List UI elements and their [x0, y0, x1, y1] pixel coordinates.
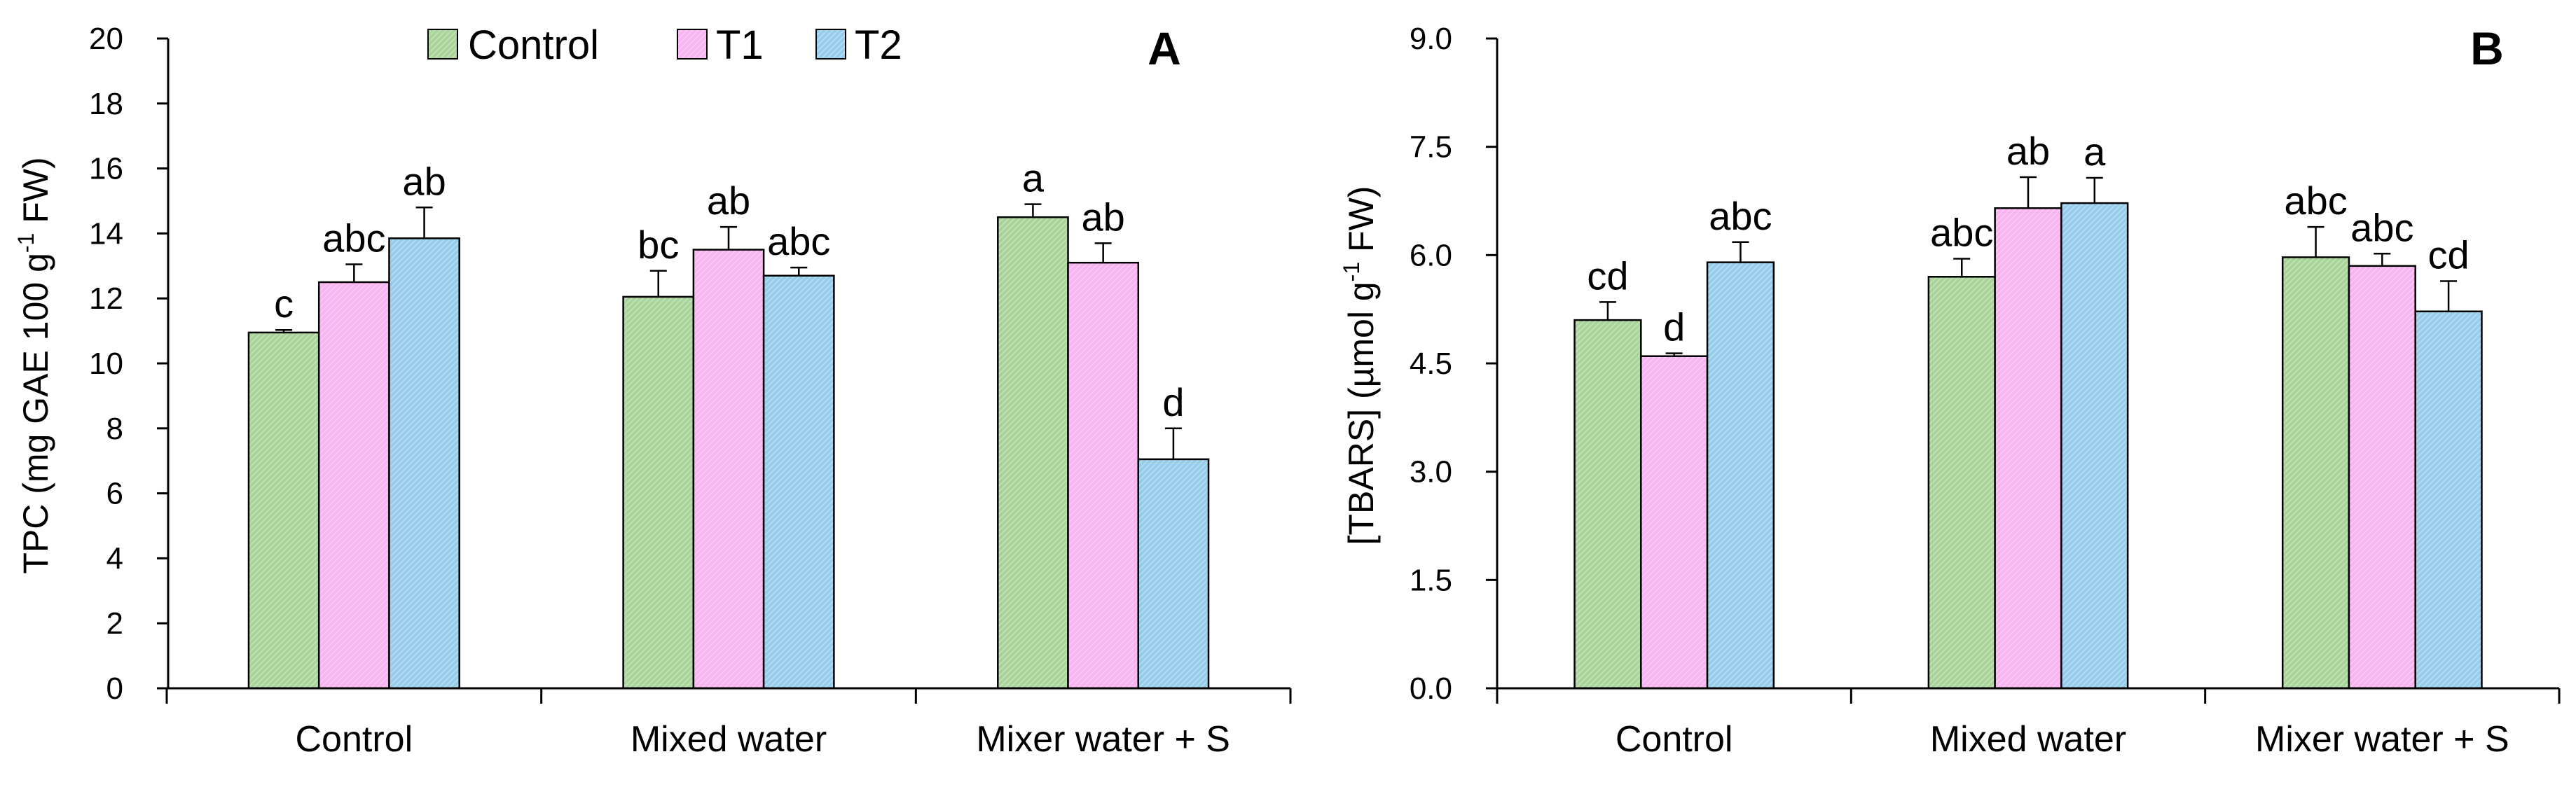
panel-b-bar: [2060, 202, 2129, 690]
panel-b-bar: [1573, 319, 1642, 690]
legend-swatch-control: [427, 29, 458, 60]
panel-b-bar: [2281, 256, 2350, 690]
panel-b-bar: [1994, 207, 2062, 690]
panel-a-significance-label: ab: [402, 159, 446, 203]
panel-b-y-tick-label: 6.0: [1410, 238, 1452, 272]
panel-b-ylabel: [TBARS] (µmol g-1 FW): [1339, 186, 1381, 545]
panel-b-significance-label: abc: [1709, 194, 1772, 238]
panel-a-y-tick-label: 4: [106, 541, 123, 576]
panel-a-ylabel: TPC (mg GAE 100 g-1 FW): [13, 157, 55, 573]
panel-b-category-label: Mixed water: [1930, 719, 2126, 760]
panel-b-significance-label: cd: [2428, 232, 2470, 277]
panel-a-ylabel-sup: -1: [13, 233, 39, 253]
panel-b-ylabel-sup: -1: [1339, 262, 1364, 281]
panel-a-category-label: Mixed water: [631, 719, 827, 760]
panel-a-bar: [762, 274, 835, 690]
panel-b-bar: [2414, 310, 2483, 690]
panel-a-significance-label: ab: [1082, 195, 1125, 239]
panel-a-bar: [388, 237, 460, 690]
panel-b-labels: 0.01.53.04.56.07.59.0ControlcddabcMixed …: [1410, 22, 2509, 760]
panel-a-significance-label: a: [1022, 156, 1045, 200]
panel-a-y-tick-label: 12: [89, 281, 123, 316]
panel-a-y-tick-label: 20: [89, 22, 123, 56]
panel-a-y-tick-label: 6: [106, 477, 123, 511]
panel-b-significance-label: a: [2083, 130, 2106, 174]
panel-b-bars: [1573, 176, 2483, 690]
panel-b-bar: [1927, 276, 1996, 690]
legend-label-t1: T1: [716, 22, 764, 68]
panel-a-bar: [1067, 261, 1140, 690]
legend-label-control: Control: [468, 22, 599, 68]
panel-b-y-tick-label: 4.5: [1410, 347, 1452, 381]
panel-b-axes: [1486, 37, 2561, 704]
panel-b: 0.01.53.04.56.07.59.0ControlcddabcMixed …: [1339, 22, 2561, 760]
panel-b-bar: [2348, 265, 2416, 690]
panel-b-significance-label: abc: [2350, 205, 2413, 249]
panel-b-ylabel-tail: FW): [1342, 186, 1381, 262]
panel-b-significance-label: cd: [1587, 253, 1628, 298]
panel-b-y-tick-label: 9.0: [1410, 22, 1452, 56]
panel-a-significance-label: abc: [767, 219, 830, 263]
panel-b-significance-label: d: [1663, 305, 1685, 349]
panel-b-y-tick-label: 3.0: [1410, 455, 1452, 489]
panel-a-significance-label: d: [1162, 380, 1184, 424]
panel-a-bar: [692, 249, 765, 690]
panel-a-y-tick-label: 10: [89, 347, 123, 381]
panel-b-letter: B: [2470, 22, 2504, 74]
panel-a-axes: [157, 37, 1292, 704]
legend-swatch-t1: [677, 29, 708, 60]
panel-a-letter: A: [1148, 22, 1181, 74]
panel-b-ylabel-main: [TBARS] (µmol g: [1342, 281, 1381, 545]
panel-a-ylabel-tail: FW): [16, 157, 55, 232]
legend-swatch-t2: [815, 29, 846, 60]
panel-b-category-label: Control: [1616, 719, 1733, 760]
panel-a-significance-label: c: [274, 281, 294, 326]
panel-a-category-label: Mixer water + S: [976, 719, 1230, 760]
panel-a-significance-label: ab: [707, 179, 750, 223]
panel-a-bar: [247, 331, 320, 690]
panel-b-y-tick-label: 1.5: [1410, 563, 1452, 597]
panel-b-category-label: Mixer water + S: [2255, 719, 2509, 760]
panel-b-bar: [1706, 261, 1775, 690]
panel-a-ylabel-main: TPC (mg GAE 100 g: [16, 253, 55, 574]
panel-b-y-tick-label: 7.5: [1410, 130, 1452, 165]
panel-a-significance-label: bc: [638, 223, 679, 267]
legend-label-t2: T2: [855, 22, 902, 68]
panel-b-significance-label: ab: [2006, 129, 2050, 173]
legend: Control T1 T2: [427, 22, 902, 68]
panel-a-category-label: Control: [296, 719, 413, 760]
panel-a-y-tick-label: 18: [89, 87, 123, 121]
panel-a-bar: [317, 281, 390, 690]
panel-a-bars: [247, 203, 1210, 690]
panel-b-significance-label: abc: [2284, 179, 2347, 223]
panel-a-significance-label: abc: [322, 216, 385, 260]
panel-b-bar: [1640, 355, 1709, 690]
panel-b-y-tick-label: 0.0: [1410, 671, 1452, 706]
panel-a-bar: [997, 216, 1069, 690]
panel-b-significance-label: abc: [1930, 210, 1993, 254]
panel-a-y-tick-label: 16: [89, 152, 123, 186]
panel-a-y-tick-label: 0: [106, 671, 123, 706]
panel-a-bar: [622, 295, 695, 690]
panel-a-y-tick-label: 2: [106, 606, 123, 641]
panel-a-y-tick-label: 14: [89, 216, 123, 251]
panel-a-y-tick-label: 8: [106, 412, 123, 446]
panel-a-bar: [1137, 458, 1210, 690]
